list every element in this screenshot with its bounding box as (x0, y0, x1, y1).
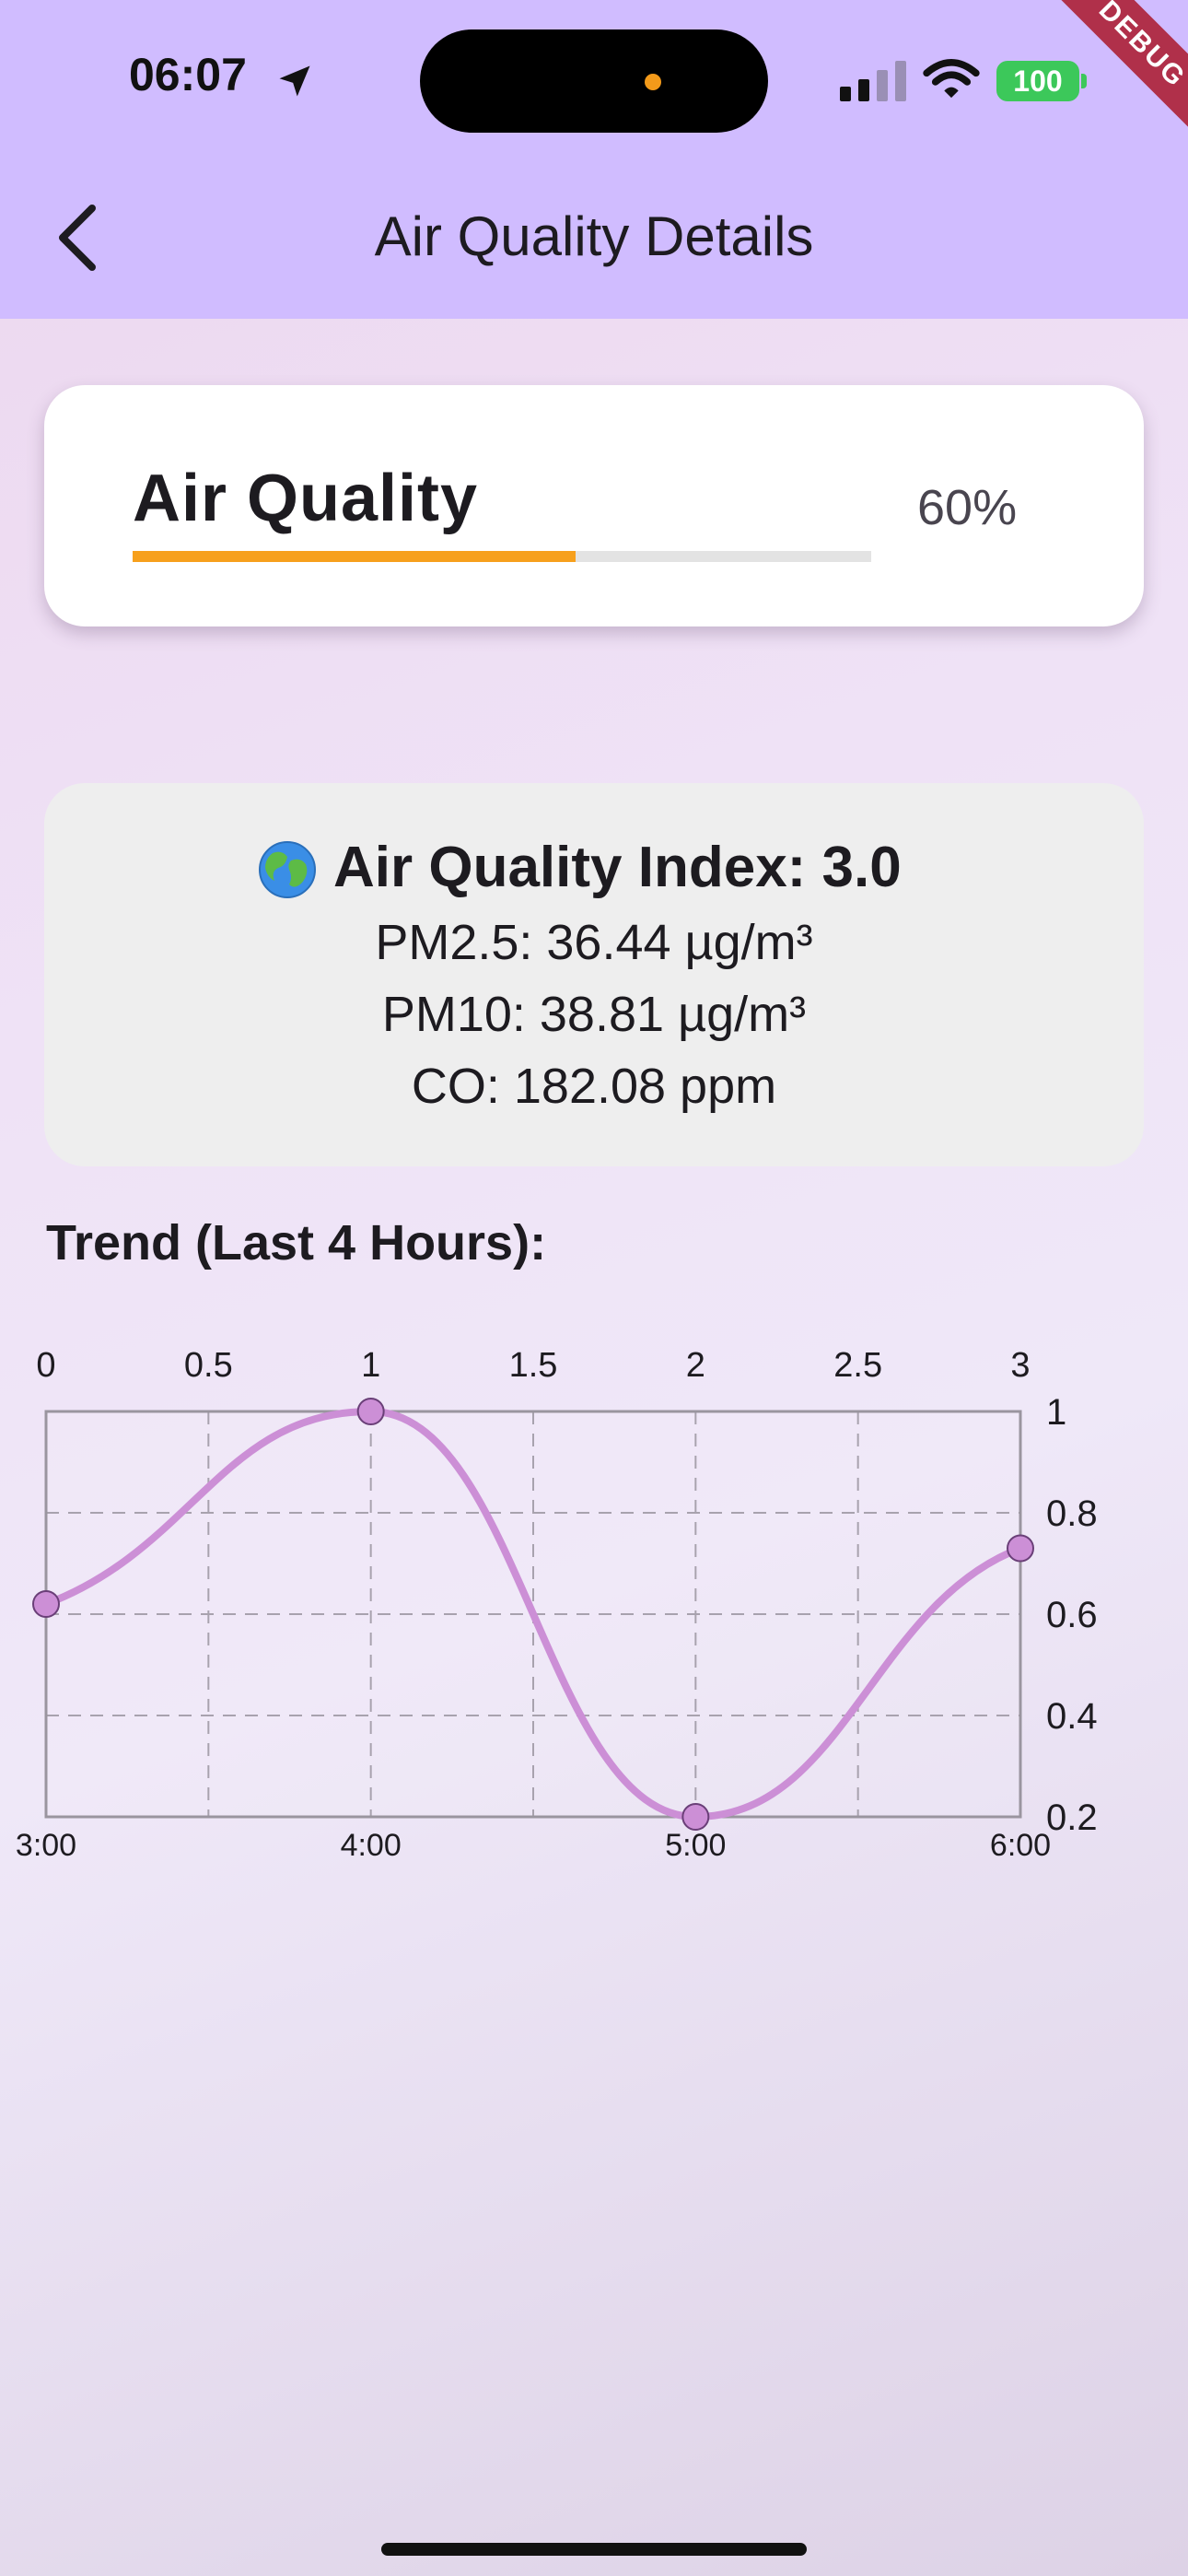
x-top-tick-label: 3 (1010, 1346, 1030, 1385)
app-bar (0, 157, 1188, 319)
pm25-value: PM2.5: 36.44 µg/m³ (375, 915, 813, 970)
aqi-title: Air Quality Index: 3.0 (333, 836, 902, 899)
x-top-tick-label: 0 (36, 1346, 55, 1385)
x-top-tick-label: 2 (686, 1346, 705, 1385)
data-point (32, 1590, 60, 1618)
data-point (1007, 1534, 1034, 1563)
y-tick-label: 0.2 (1046, 1797, 1098, 1838)
y-tick-label: 1 (1046, 1392, 1066, 1433)
x-top-tick-label: 1.5 (509, 1346, 558, 1385)
air-quality-progress-fill (133, 551, 577, 562)
home-indicator[interactable] (381, 2543, 807, 2556)
trend-line-chart: 0 0.5 1 1.5 2 2.5 310.80.60.40.23:00 4:00 5:00 6:… (16, 1346, 1098, 1863)
x-bottom-tick-label: 6:00 (990, 1828, 1051, 1863)
dynamic-island (420, 29, 768, 133)
y-tick-label: 0.6 (1046, 1595, 1098, 1635)
pm10-value: PM10: 38.81 µg/m³ (381, 987, 807, 1042)
globe-icon (259, 841, 316, 898)
status-time: 06:07 (129, 49, 247, 100)
data-point (681, 1803, 710, 1831)
privacy-indicator-dot (645, 74, 661, 90)
series-line (42, 1407, 1024, 1821)
battery-tip (1081, 74, 1087, 88)
x-bottom-tick-label: 3:00 (16, 1828, 76, 1863)
aqi-info-card (44, 783, 1144, 1166)
cellular-signal-icon (840, 61, 906, 101)
data-point (356, 1398, 385, 1425)
air-quality-card (44, 385, 1144, 626)
air-quality-progress-bar (133, 551, 871, 562)
x-bottom-tick-label: 4:00 (341, 1828, 402, 1863)
trend-title: Trend (Last 4 Hours): (46, 1215, 547, 1270)
location-arrow-icon (279, 65, 310, 97)
x-top-tick-label: 0.5 (184, 1346, 233, 1385)
y-tick-label: 0.4 (1046, 1696, 1098, 1737)
x-bottom-tick-label: 5:00 (665, 1828, 726, 1863)
battery-icon: 100 (996, 61, 1079, 101)
x-top-tick-label: 1 (361, 1346, 380, 1385)
y-tick-label: 0.8 (1046, 1493, 1098, 1534)
x-top-tick-label: 2.5 (833, 1346, 882, 1385)
air-quality-title: Air Quality (133, 462, 479, 535)
wifi-icon (923, 59, 980, 99)
air-quality-percent: 60% (917, 480, 1018, 535)
page-title: Air Quality Details (374, 205, 814, 267)
back-button[interactable] (52, 201, 107, 275)
co-value: CO: 182.08 ppm (411, 1059, 777, 1114)
